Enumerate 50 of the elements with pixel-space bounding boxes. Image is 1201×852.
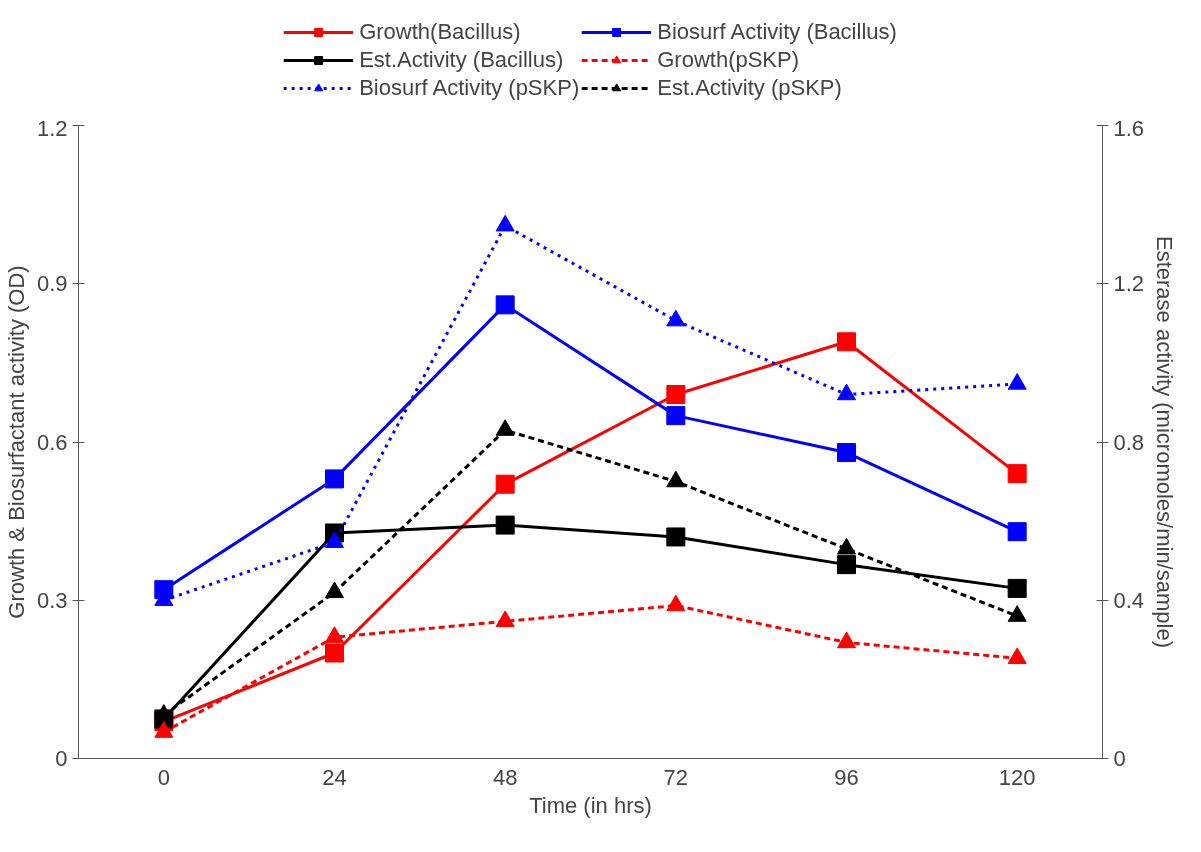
point [837,332,856,352]
y2-tick-label: 0 [1113,746,1126,771]
legend-label: Growth(pSKP) [657,47,800,73]
y-tick-label: 0 [55,746,68,771]
point [666,406,686,426]
point [325,626,344,643]
point [837,537,856,555]
point [495,515,515,535]
y2-tick-label: 1.6 [1113,115,1145,141]
point [1007,605,1027,622]
point [1007,647,1027,664]
x-tick-label: 96 [834,764,859,790]
point [666,470,686,488]
point [325,531,344,548]
legend-label: Est.Activity (Bacillus) [359,47,564,73]
legend-label: Growth(Bacillus) [359,19,521,45]
point [837,555,856,575]
x-tick-label: 24 [322,764,347,790]
point [666,594,686,612]
legend-label: Biosurf Activity (Bacillus) [657,19,897,45]
legend-label: Est.Activity (pSKP) [657,75,842,101]
y2-tick-label: 1.2 [1113,271,1145,297]
point [325,469,344,489]
legend-label: Biosurf Activity (pSKP) [359,75,580,101]
y-tick-label: 1.2 [36,115,68,141]
point [666,527,686,547]
y-tick-label: 0.3 [36,587,68,613]
x-tick-label: 48 [492,764,518,790]
point [1007,522,1027,542]
point [837,443,856,463]
point [495,295,515,315]
x-tick-label: 0 [157,764,170,790]
y-tick-label: 0.9 [36,271,68,297]
y2-tick-label: 0.4 [1113,587,1145,613]
y-axis-title: Growth & Biosurfactant activity (OD) [3,265,29,619]
y-tick-label: 0.6 [36,429,68,455]
point [495,474,515,494]
point [325,581,344,599]
y2-axis-title: Esterase activity (micromoles/min/sample) [1152,236,1178,648]
x-tick-label: 72 [663,764,689,790]
x-tick-label: 120 [998,764,1036,790]
point [1007,578,1027,598]
y2-tick-label: 0.8 [1113,429,1145,455]
point [154,721,174,738]
point [666,385,686,405]
point [837,631,856,649]
point [495,419,515,436]
point [1007,464,1027,484]
x-axis-title: Time (in hrs) [529,792,652,818]
point [495,610,515,628]
